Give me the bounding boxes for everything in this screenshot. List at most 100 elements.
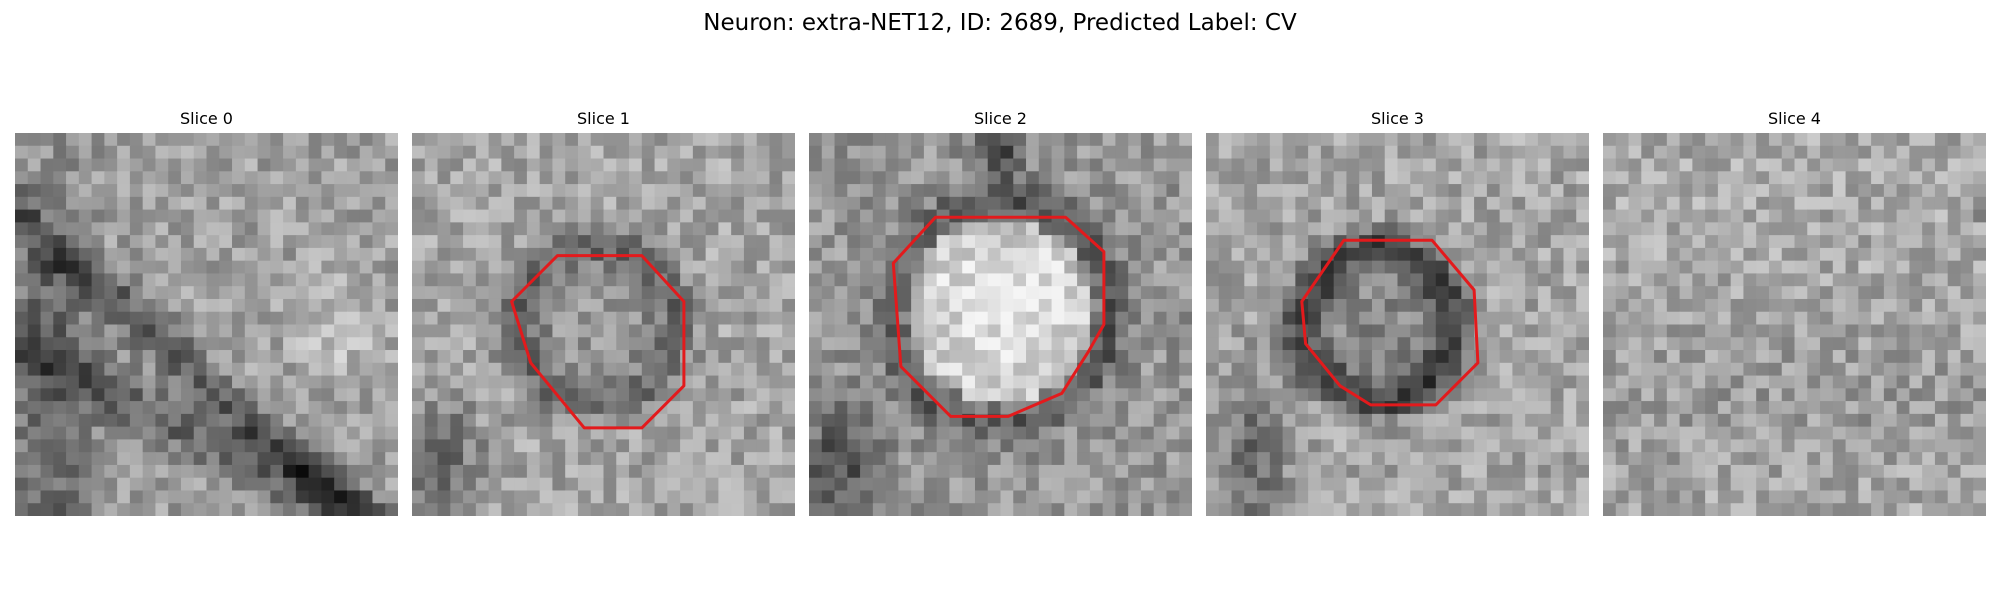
pixel-cell — [1666, 298, 1681, 313]
pixel-cell — [1140, 490, 1155, 504]
pixel-cell — [680, 439, 694, 453]
pixel-cell — [834, 260, 848, 275]
pixel-cell — [1628, 426, 1642, 440]
pixel-cell — [1794, 222, 1808, 236]
pixel-cell — [104, 375, 118, 389]
pixel-cell — [1077, 401, 1091, 415]
pixel-cell — [885, 324, 899, 338]
pixel-cell — [847, 196, 861, 211]
pixel-cell — [1038, 464, 1053, 479]
pixel-cell — [1064, 196, 1078, 211]
pixel-cell — [1423, 260, 1437, 275]
pixel-cell — [514, 196, 528, 211]
pixel-cell — [1026, 503, 1040, 516]
pixel-cell — [911, 260, 925, 275]
pixel-cell — [1486, 311, 1501, 326]
pixel-cell — [1384, 350, 1399, 364]
pixel-cell — [692, 375, 707, 389]
pixel-cell — [1153, 196, 1168, 211]
pixel-cell — [168, 375, 182, 389]
pixel-cell — [1537, 260, 1552, 275]
pixel-cell — [1308, 260, 1322, 275]
pixel-cell — [1231, 260, 1245, 275]
pixel-cell — [949, 503, 963, 516]
pixel-cell — [1474, 158, 1488, 172]
pixel-cell — [168, 260, 182, 275]
pixel-cell — [1512, 260, 1526, 275]
pixel-cell — [1231, 439, 1245, 453]
pixel-cell — [488, 286, 502, 300]
pixel-cell — [155, 260, 169, 275]
pixel-cell — [1371, 413, 1386, 428]
pixel-cell — [117, 362, 131, 377]
pixel-cell — [1705, 362, 1719, 377]
pixel-cell — [1346, 350, 1360, 364]
pixel-cell — [705, 362, 719, 377]
pixel-cell — [244, 184, 259, 198]
pixel-cell — [705, 222, 719, 236]
pixel-cell — [1282, 426, 1296, 440]
pixel-cell — [1717, 464, 1732, 479]
pixel-cell — [1717, 490, 1732, 504]
pixel-cell — [552, 145, 566, 160]
pixel-cell — [168, 337, 182, 351]
pixel-cell — [936, 362, 951, 377]
pixel-cell — [872, 464, 887, 479]
pixel-cell — [1615, 452, 1630, 466]
pixel-cell — [1435, 413, 1450, 428]
pixel-cell — [40, 209, 54, 223]
pixel-cell — [91, 196, 105, 211]
pixel-cell — [539, 209, 554, 223]
pixel-cell — [1000, 171, 1014, 185]
pixel-cell — [1269, 452, 1284, 466]
pixel-cell — [769, 337, 783, 351]
pixel-cell — [1461, 388, 1475, 402]
pixel-cell — [1384, 413, 1399, 428]
pixel-cell — [1576, 260, 1589, 275]
pixel-cell — [1359, 324, 1373, 338]
pixel-cell — [1756, 413, 1770, 428]
pixel-cell — [1359, 311, 1373, 326]
pixel-cell — [412, 490, 426, 504]
pixel-cell — [1525, 503, 1539, 516]
pixel-cell — [1269, 413, 1284, 428]
pixel-cell — [1206, 209, 1220, 223]
pixel-cell — [346, 324, 361, 338]
pixel-cell — [1486, 490, 1501, 504]
pixel-cell — [1282, 209, 1296, 223]
pixel-cell — [1206, 222, 1220, 236]
pixel-cell — [1550, 209, 1565, 223]
pixel-cell — [641, 286, 656, 300]
pixel-cell — [654, 235, 668, 249]
pixel-cell — [424, 209, 439, 223]
pixel-cell — [1909, 311, 1923, 326]
pixel-cell — [1474, 503, 1488, 516]
pixel-cell — [692, 273, 707, 287]
pixel-cell — [1820, 247, 1834, 262]
pixel-cell — [1499, 158, 1513, 172]
pixel-cell — [1051, 375, 1065, 389]
pixel-cell — [270, 350, 284, 364]
pixel-cell — [1064, 452, 1078, 466]
pixel-cell — [616, 375, 630, 389]
pixel-cell — [936, 184, 951, 198]
pixel-cell — [1768, 247, 1783, 262]
pixel-cell — [962, 260, 976, 275]
pixel-cell — [308, 260, 322, 275]
pixel-cell — [577, 477, 592, 492]
pixel-cell — [1231, 133, 1245, 147]
pixel-cell — [1947, 324, 1962, 338]
pixel-cell — [809, 196, 823, 211]
pixel-cell — [1654, 273, 1668, 287]
pixel-cell — [1000, 388, 1014, 402]
pixel-cell — [424, 171, 439, 185]
pixel-cell — [692, 362, 707, 377]
pixel-cell — [78, 426, 93, 440]
pixel-cell — [104, 298, 118, 313]
pixel-cell — [1102, 298, 1116, 313]
pixel-cell — [1026, 145, 1040, 160]
pixel-cell — [1781, 222, 1796, 236]
pixel-cell — [641, 439, 656, 453]
pixel-cell — [1563, 158, 1577, 172]
pixel-cell — [539, 439, 554, 453]
